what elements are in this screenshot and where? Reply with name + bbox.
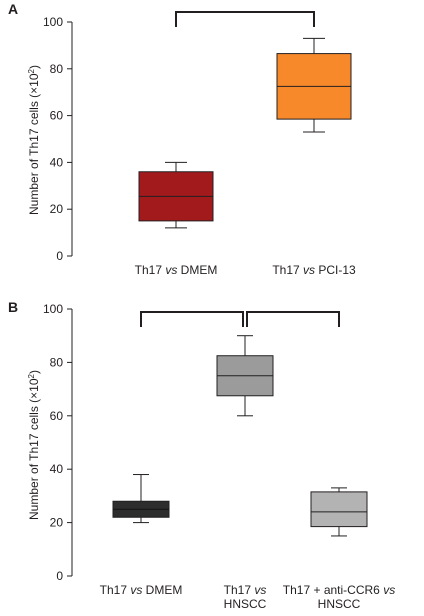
panel-b-box-3-iqr [310, 491, 368, 528]
panel-b-category-label-3: Th17 + anti-CCR6 vs HNSCC [283, 583, 395, 611]
panel-b: B 0 20 40 60 80 100 Number of Th17 cells (×102)… [8, 299, 395, 611]
panel-a-box-1 [138, 161, 214, 229]
panel-b-y-tick-label-60: 60 [50, 409, 64, 423]
panel-a: A 0 20 40 60 80 100 Number of Th17 cells (×102)… [8, 1, 356, 277]
panel-b-significance-bracket-2 [246, 311, 340, 327]
panel-b-box-1 [112, 474, 170, 524]
panel-b-letter: B [8, 299, 18, 315]
panel-a-y-tick-label-60: 60 [50, 109, 64, 123]
panel-a-box-2 [276, 37, 352, 133]
panel-b-y-tick-label-40: 40 [50, 462, 64, 476]
panel-a-significance-bracket-1 [175, 11, 315, 27]
panel-b-y-tick-label-100: 100 [43, 302, 63, 316]
panel-b-y-axis-label: Number of Th17 cells (×102) [27, 370, 42, 520]
panel-b-significance-bracket-1 [140, 311, 244, 327]
panel-b-box-2 [216, 335, 274, 417]
panel-b-box-3 [310, 487, 368, 537]
panel-b-y-tick-label-20: 20 [50, 516, 64, 530]
panel-a-y-tick-label-100: 100 [43, 15, 63, 29]
panel-b-y-tick-label-0: 0 [56, 569, 63, 583]
panel-b-y-tick-label-80: 80 [50, 355, 64, 369]
panel-a-category-label-1: Th17 vs DMEM [135, 263, 218, 277]
panel-a-y-axis-label: Number of Th17 cells (×102) [27, 65, 42, 215]
panel-a-y-tick-label-20: 20 [50, 202, 64, 216]
panel-a-y-tick-label-0: 0 [56, 249, 63, 263]
panel-a-letter: A [8, 1, 18, 17]
panel-b-category-label-2: Th17 vs HNSCC [224, 583, 267, 611]
panel-a-category-label-2: Th17 vs PCI-13 [272, 263, 356, 277]
panel-a-y-tick-label-40: 40 [50, 155, 64, 169]
panel-b-category-label-1: Th17 vs DMEM [100, 583, 183, 597]
panel-a-y-tick-label-80: 80 [50, 62, 64, 76]
